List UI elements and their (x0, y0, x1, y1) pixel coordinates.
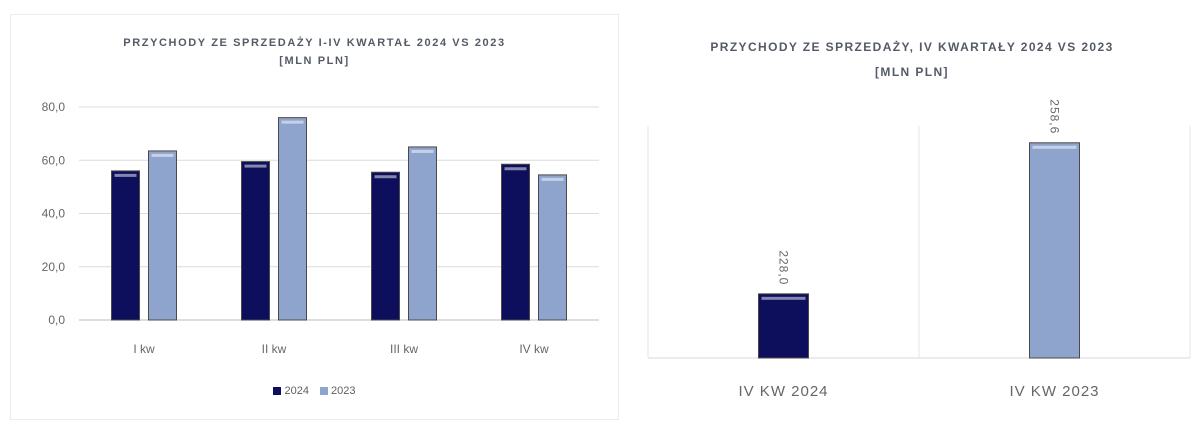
chart-panel-right: PRZYCHODY ZE SPRZEDAŻY, IV KWARTAŁY 2024… (626, 18, 1198, 420)
bar-iv-kw-2024-highlight (761, 296, 806, 300)
bar-iv-kw-2023-highlight (1032, 145, 1077, 149)
bar-2024-1 (111, 170, 140, 321)
bar-chart-q4-comparison: 228,0 IV KW 2024 258,6 IV KW 2023 (647, 99, 1191, 400)
legend-item-2024: 2024 (273, 385, 309, 397)
bar-2024-4-highlight (504, 167, 527, 171)
x-tick-label: III kw (390, 342, 418, 356)
x-tick-label: IV KW 2023 (1009, 383, 1099, 400)
chart-subtitle-left: [MLN PLN] (279, 55, 350, 67)
y-tick-label: 60,0 (42, 153, 66, 167)
data-label: 228,0 (777, 250, 791, 285)
y-tick-label: 0,0 (48, 313, 65, 327)
bar-2024-2 (241, 161, 270, 321)
y-tick-label: 20,0 (42, 260, 66, 274)
bar-2023-4-highlight (541, 177, 564, 181)
bar-2023-3 (408, 146, 437, 321)
y-tick-label: 40,0 (42, 207, 66, 221)
bar-iv-kw-2024 (758, 293, 809, 359)
bar-2023-4 (538, 174, 567, 321)
y-tick-label: 80,0 (42, 100, 66, 114)
bar-2024-4 (501, 163, 530, 321)
bar-2023-3-highlight (411, 149, 434, 153)
bar-2023-2-highlight (281, 120, 304, 124)
chart-subtitle-right: [MLN PLN] (875, 65, 949, 79)
bar-2023-2 (278, 117, 307, 321)
bar-2024-3-highlight (374, 175, 397, 179)
x-tick-label: II kw (262, 342, 287, 356)
bar-2024-3 (371, 171, 400, 321)
bar-2024-2-highlight (244, 164, 267, 168)
data-label: 258,6 (1048, 99, 1062, 134)
bar-iv-kw-2023 (1029, 142, 1080, 359)
legend: 2024 2023 (11, 385, 618, 397)
bar-chart-quarterly: 0,0 20,0 40,0 60,0 80,0 I kw II kw III kw IV kw (42, 100, 599, 356)
chart-title-left: PRZYCHODY ZE SPRZEDAŻY I-IV KWARTAŁ 2024… (123, 37, 506, 49)
x-tick-label: IV KW 2024 (738, 383, 828, 400)
x-tick-label: I kw (133, 342, 155, 356)
bar-2024-1-highlight (114, 173, 137, 177)
chart-title-right: PRZYCHODY ZE SPRZEDAŻY, IV KWARTAŁY 2024… (710, 40, 1114, 54)
x-tick-label: IV kw (519, 342, 549, 356)
chart-panel-left: PRZYCHODY ZE SPRZEDAŻY I-IV KWARTAŁ 2024… (10, 14, 619, 420)
bar-2023-1-highlight (151, 153, 174, 157)
legend-item-2023: 2023 (320, 385, 356, 397)
bar-2023-1 (148, 150, 177, 321)
